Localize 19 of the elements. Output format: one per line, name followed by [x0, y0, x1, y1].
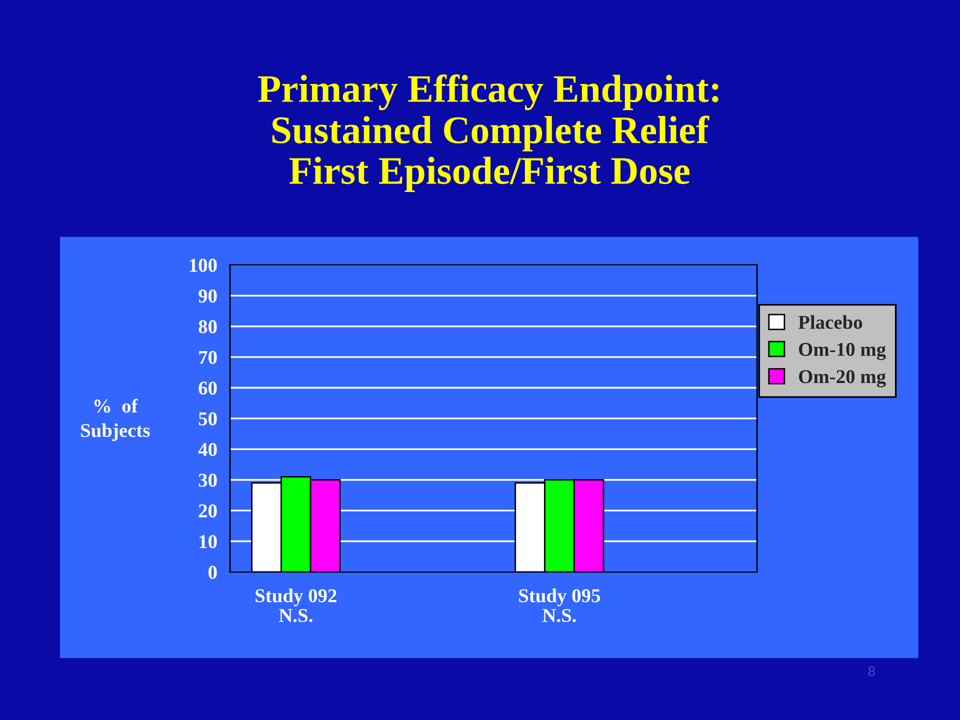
- y-tick-label: 0: [208, 566, 217, 579]
- chart-title: Primary Efficacy Endpoint: Sustained Complete Relief First Episode/First Dose: [258, 74, 718, 192]
- legend-label: Om-20 mg: [799, 370, 886, 388]
- x-tick-label: Study 092 N.S.: [256, 588, 336, 622]
- y-tick-label: 70: [199, 350, 217, 364]
- text: 8: [868, 666, 875, 676]
- y-tick-label: 100: [190, 258, 217, 272]
- y-tick-label: 10: [200, 535, 217, 548]
- y-tick-label: 80: [198, 320, 217, 334]
- x-tick-label: Study 095 N.S.: [519, 588, 600, 622]
- legend-label: Placebo: [798, 315, 862, 329]
- y-axis-title: % of Subjects: [81, 398, 150, 442]
- y-tick-label: 30: [198, 474, 217, 487]
- y-tick-label: 90: [198, 289, 217, 303]
- legend-label: Om-10 mg: [799, 342, 886, 360]
- y-tick-label: 40: [198, 442, 217, 456]
- y-tick-label: 20: [198, 504, 217, 518]
- y-tick-label: 50: [198, 412, 217, 426]
- y-tick-label: 60: [198, 382, 217, 395]
